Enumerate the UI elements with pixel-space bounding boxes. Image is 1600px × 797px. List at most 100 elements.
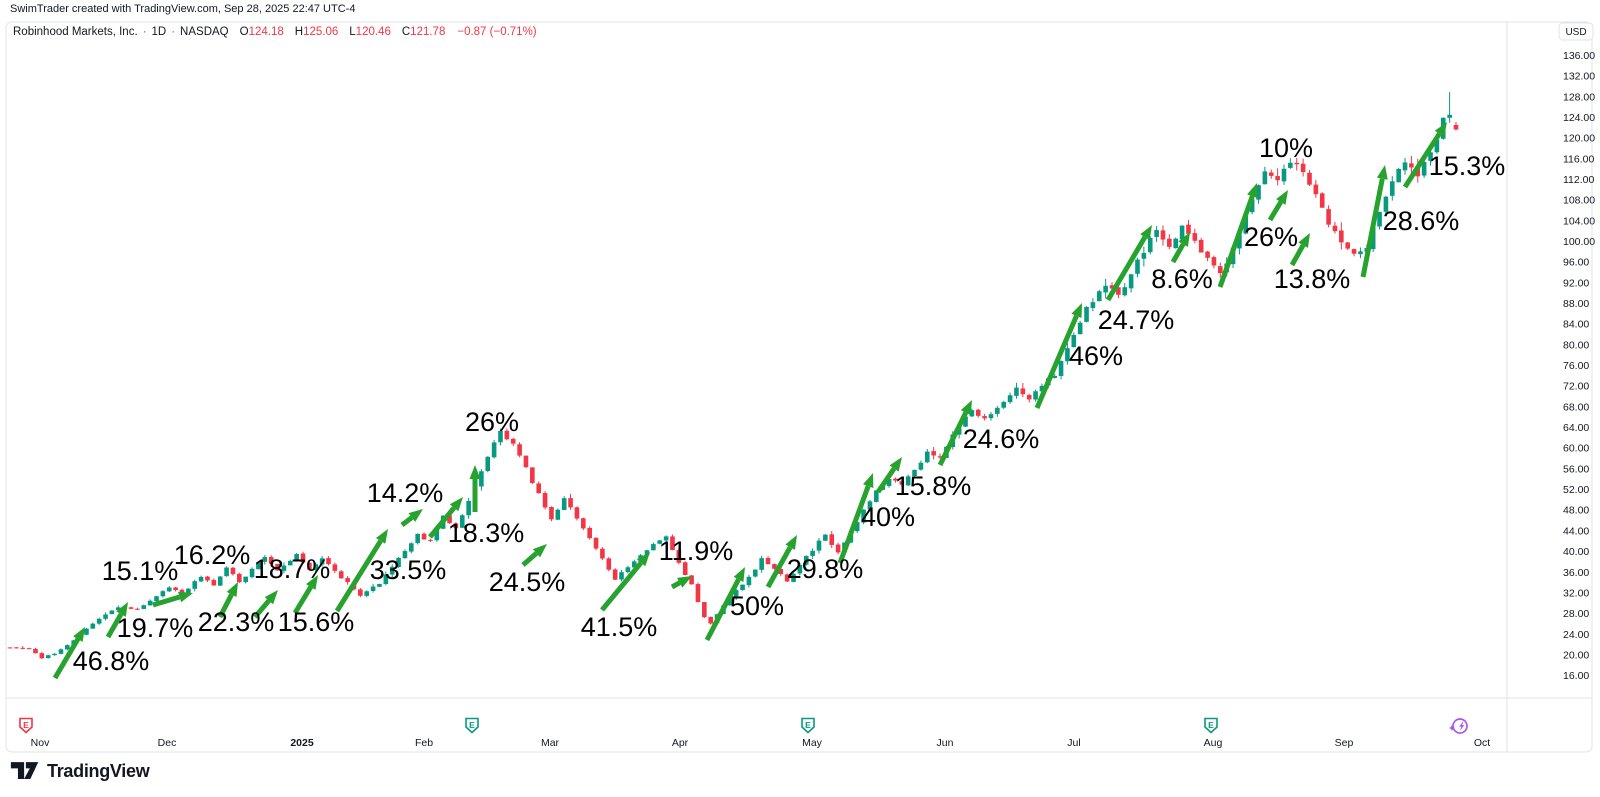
swing-arrow[interactable] [105,602,128,639]
swing-arrow[interactable] [875,457,902,494]
earnings-icon[interactable]: E [19,717,33,734]
percent-label[interactable]: 18.7% [254,554,331,584]
percent-label[interactable]: 16.2% [174,540,251,570]
candle [453,523,459,529]
swing-arrow[interactable] [469,465,481,512]
percent-label[interactable]: 41.5% [581,612,658,642]
swing-arrow[interactable] [1402,122,1447,189]
percent-label[interactable]: 46.8% [73,646,150,676]
swing-arrow[interactable] [292,575,318,615]
swing-arrow[interactable] [1170,232,1190,264]
swing-arrow[interactable] [400,509,423,527]
candle [1300,163,1306,173]
swing-arrow[interactable] [837,473,874,564]
percent-label[interactable]: 28.6% [1383,206,1460,236]
swing-arrow[interactable] [428,497,463,539]
candle [1256,185,1261,200]
percent-label[interactable]: 29.8% [787,554,864,584]
swing-arrow[interactable] [1360,165,1388,278]
swing-arrow[interactable] [670,576,692,590]
candle [332,564,338,571]
percent-labels-layer: 46.8%19.7% 15.1%16.2% 22.3% 18.7% 15.6% 33.5%… [73,133,1506,676]
candle [1084,306,1089,322]
price-label: 116.00 [1563,153,1594,165]
candle [924,451,930,463]
candle [186,588,191,595]
percent-label[interactable]: 50% [730,591,784,621]
swing-arrow[interactable] [253,590,278,619]
candle [969,410,975,417]
price-label: 60.00 [1563,443,1589,455]
percent-label[interactable]: 15.1% [102,556,179,586]
swing-arrow[interactable] [937,400,972,467]
swing-arrow[interactable] [334,529,388,613]
percent-label[interactable]: 33.5% [370,555,447,585]
percent-label[interactable]: 24.6% [963,424,1040,454]
percent-label[interactable]: 26% [465,407,519,437]
swing-arrow[interactable] [1289,233,1310,267]
swing-arrow[interactable] [521,544,547,567]
tradingview-logo[interactable]: TradingView [10,759,150,783]
percent-label[interactable]: 13.8% [1274,264,1351,294]
currency-chip[interactable]: USD [1558,22,1594,41]
percent-label[interactable]: 24.5% [489,567,566,597]
month-label: Jul [1067,737,1080,749]
percent-label[interactable]: 22.3% [198,607,275,637]
candle [1173,238,1179,249]
percent-label[interactable]: 14.2% [367,478,444,508]
symbol-name[interactable]: Robinhood Markets, Inc. [13,26,138,38]
swing-arrow[interactable] [152,591,193,608]
candle [1071,335,1077,348]
candle [434,528,440,541]
percent-label[interactable]: 19.7% [117,613,194,643]
candle [45,655,51,659]
candle [600,548,605,559]
earnings-icon[interactable]: E [465,717,479,734]
percent-label[interactable]: 15.3% [1429,151,1506,181]
candle [281,565,287,571]
earnings-icon[interactable]: E [1204,717,1218,734]
percent-label[interactable]: 8.6% [1151,264,1213,294]
candle [995,407,1000,414]
percent-label[interactable]: 18.3% [448,518,525,548]
candle [498,430,503,443]
candle [963,416,968,427]
candle [109,610,115,615]
swing-arrow[interactable] [52,627,85,680]
swing-arrow[interactable] [765,535,797,589]
percent-label[interactable]: 40% [861,502,915,532]
swing-arrow[interactable] [1217,183,1258,288]
candle [504,430,510,440]
candle [1116,287,1121,295]
percent-label[interactable]: 10% [1259,133,1313,163]
swing-arrow[interactable] [1267,190,1288,222]
price-axis[interactable]: 136.00 132.00 128.00 124.00 120.00 116.00 112.… [1563,50,1595,682]
price-label: 108.00 [1563,195,1595,207]
swing-arrow[interactable] [1034,303,1082,409]
percent-label[interactable]: 11.9% [659,536,734,566]
candle [1447,114,1452,118]
candle [319,558,325,565]
percent-label[interactable]: 15.6% [278,607,355,637]
candle [1319,193,1325,208]
candle [307,562,312,570]
candle [861,509,866,523]
candle [485,456,491,472]
percent-label[interactable]: 15.8% [895,471,972,501]
interval-label[interactable]: 1D [151,26,167,38]
snapshot-watermark: SwimTrader created with TradingView.com,… [10,3,356,15]
percent-label[interactable]: 46% [1069,341,1123,371]
chart-widget-border [5,21,1593,753]
candle [727,598,733,606]
swing-arrow[interactable] [217,582,238,619]
upcoming-earnings-icon[interactable] [1449,718,1468,734]
swing-arrow[interactable] [1105,225,1152,302]
swing-arrow[interactable] [600,552,650,612]
month-label: Apr [672,737,689,749]
earnings-icon[interactable]: E [801,717,815,734]
swing-arrow[interactable] [704,567,745,642]
percent-label[interactable]: 24.7% [1098,305,1175,335]
percent-label[interactable]: 26% [1244,222,1298,252]
time-axis[interactable]: Nov Dec 2025 Feb Mar Apr May Jun Jul Aug Sep Oct [31,737,1491,749]
